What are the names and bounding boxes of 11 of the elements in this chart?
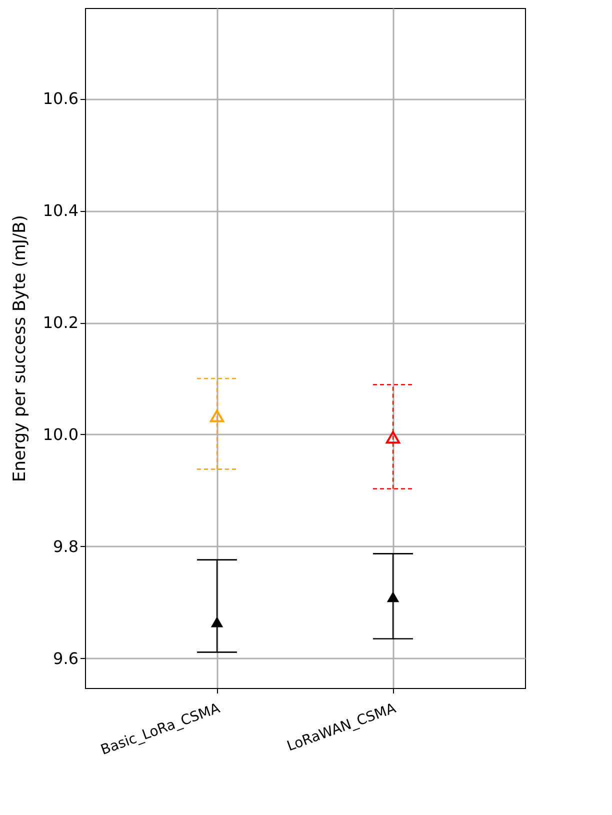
y-tick-label: 10.4	[42, 201, 78, 220]
y-tick-label: 10.0	[42, 424, 78, 444]
y-axis-title: Energy per success Byte (mJ/B)	[10, 215, 30, 482]
point	[210, 410, 224, 422]
point	[210, 616, 224, 628]
point	[386, 430, 400, 444]
point	[386, 591, 400, 602]
y-tick-label: 9.8	[53, 536, 78, 556]
y-tick-label: 10.6	[42, 89, 78, 108]
y-tick-label: 10.2	[42, 313, 78, 332]
y-tick-label: 9.6	[53, 648, 78, 668]
